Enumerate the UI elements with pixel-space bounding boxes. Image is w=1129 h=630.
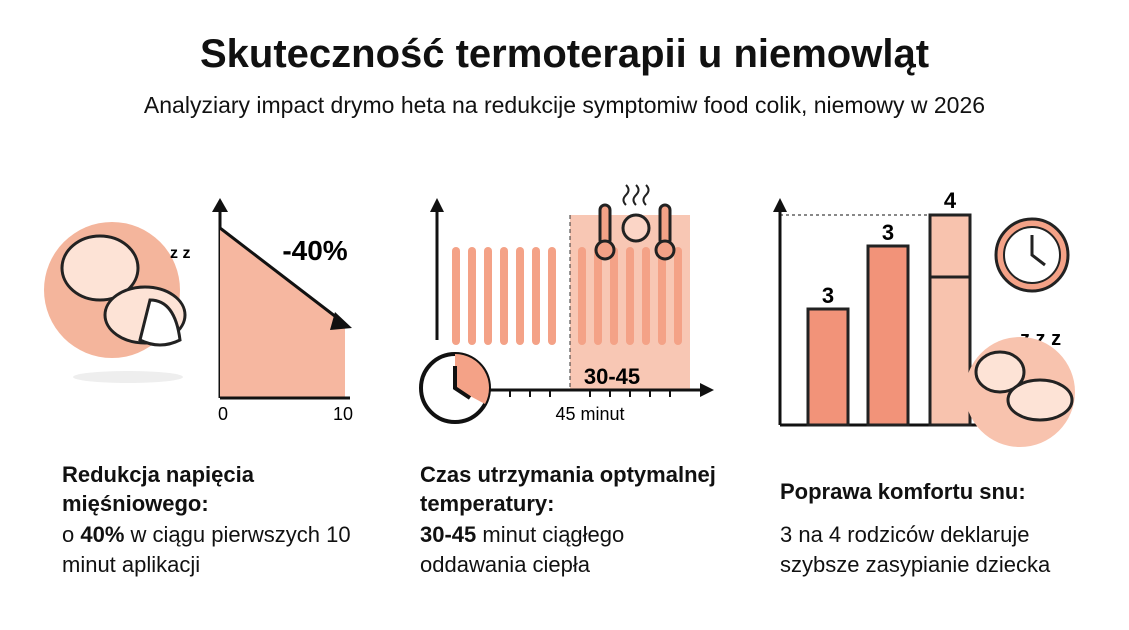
arrow (700, 383, 714, 397)
text: o (62, 522, 81, 547)
arrow (212, 198, 228, 212)
panel-body: 3 na 4 rodziców deklaruje szybsze zasypi… (780, 520, 1090, 580)
panel-body: o 40% w ciągu pierwszych 10 minut aplika… (62, 520, 372, 580)
area (220, 228, 345, 398)
text: 3 na 4 rodziców deklaruje szybsze zasypi… (780, 522, 1051, 577)
text: w ciągu pierwszych 10 minut aplikacji (62, 522, 351, 577)
thermometers (594, 184, 676, 261)
range-label: 30-45 (584, 364, 640, 389)
arrow (773, 198, 787, 212)
panel-heading: Czas utrzymania optymalnej temperatury: (420, 462, 716, 516)
shadow (73, 371, 183, 383)
x-start: 0 (218, 404, 228, 424)
trend (219, 226, 341, 322)
bar (928, 213, 972, 427)
bar-label: 3 (822, 283, 834, 308)
subtitle: Analyziary impact drymo heta na redukcij… (143, 92, 986, 118)
title: Skuteczność termoterapii u niemowląt (199, 32, 930, 76)
stripes (452, 247, 682, 345)
bar-label: 4 (944, 188, 957, 213)
bar-label: 3 (882, 220, 894, 245)
panel-heading: Poprawa komfortu snu: (780, 479, 1026, 504)
bar (866, 244, 910, 427)
change-label: -40% (282, 235, 347, 266)
axis-label: 45 minut (555, 404, 624, 424)
highlight: 40% (80, 522, 125, 547)
x-end: 10 (333, 404, 353, 424)
panel-heading: Redukcja napięcia mięśniowego: (62, 462, 254, 516)
baby-icon (60, 234, 187, 347)
bar (806, 307, 850, 427)
clock-hands (1030, 235, 1046, 267)
axis-ticks (509, 390, 671, 397)
panel-body: 30-45 minut ciągłego oddawania ciepła (420, 520, 700, 580)
clock-hands (453, 366, 472, 400)
arrow (330, 312, 352, 330)
zzz: z z (170, 245, 190, 262)
arrow (430, 198, 444, 212)
baby-icon (974, 350, 1074, 422)
text: minut ciągłego oddawania ciepła (420, 522, 625, 577)
highlight: 30-45 (420, 522, 477, 547)
